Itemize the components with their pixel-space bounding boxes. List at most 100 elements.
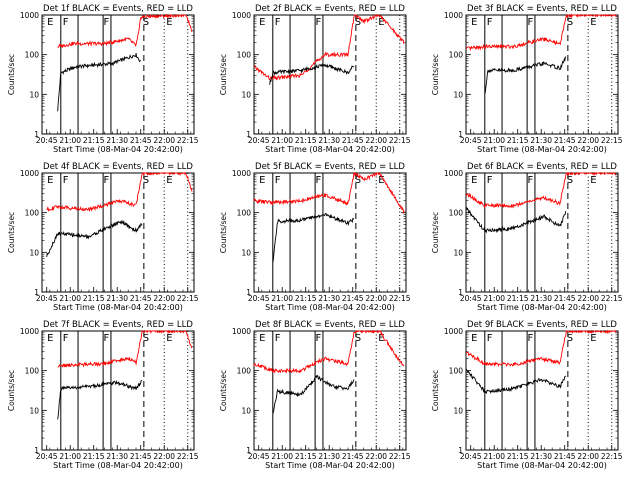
y-tick-label: 1000	[232, 169, 251, 178]
marker-letter: E	[590, 17, 596, 28]
y-tick-label: 1	[34, 446, 39, 455]
panel-title: Det 3f BLACK = Events, RED = LLD	[467, 4, 617, 14]
y-tick-label: 1000	[20, 169, 39, 178]
marker-letter: S	[143, 175, 149, 186]
marker-letter: F	[63, 333, 69, 344]
plot-frame	[253, 172, 407, 293]
y-tick-label: 1000	[444, 327, 463, 336]
x-tick-label: 21:30	[106, 452, 128, 461]
y-tick-label: 100	[25, 367, 40, 376]
x-tick-label: 21:15	[507, 136, 529, 145]
y-tick-label: 1	[246, 130, 251, 139]
x-tick-label: 21:00	[59, 136, 81, 145]
lld-series-line	[253, 329, 405, 374]
x-tick-label: 21:45	[554, 294, 576, 303]
x-axis-label: Start Time (08-Mar-04 20:42:00)	[53, 145, 183, 154]
y-tick-label: 10	[453, 248, 463, 257]
x-tick-label: 22:15	[601, 452, 623, 461]
marker-letter: E	[47, 175, 53, 186]
y-axis-label: Counts/sec	[7, 54, 16, 95]
x-tick-label: 21:45	[130, 294, 152, 303]
panel-1: Det 1f BLACK = Events, RED = LLD 1 10 100 10…	[7, 4, 199, 154]
marker-letter: F	[528, 333, 534, 344]
x-tick-label: 21:30	[530, 452, 552, 461]
events-series-line	[484, 56, 567, 95]
y-tick-label: 10	[29, 248, 39, 257]
x-tick-label: 20:45	[248, 294, 270, 303]
events-series-line	[272, 374, 355, 414]
plot-frame	[465, 14, 619, 135]
x-tick-label: 20:45	[248, 452, 270, 461]
x-axis-label: Start Time (08-Mar-04 20:42:00)	[265, 461, 395, 470]
panel-9: Det 9f BLACK = Events, RED = LLD 1 10 100 10…	[431, 320, 623, 470]
marker-letter: E	[378, 333, 384, 344]
x-tick-label: 21:45	[554, 452, 576, 461]
lld-series-line	[253, 171, 405, 215]
x-tick-label: 22:15	[601, 136, 623, 145]
x-tick-label: 21:15	[295, 136, 317, 145]
y-tick-label: 100	[237, 51, 252, 60]
x-axis-label: Start Time (08-Mar-04 20:42:00)	[53, 461, 183, 470]
x-tick-label: 22:00	[577, 452, 599, 461]
x-tick-label: 21:15	[507, 452, 529, 461]
lld-series-line	[46, 171, 193, 213]
x-tick-label: 20:45	[460, 452, 482, 461]
marker-letter: E	[471, 17, 477, 28]
x-tick-label: 21:30	[106, 136, 128, 145]
panel-title: Det 7f BLACK = Events, RED = LLD	[43, 320, 193, 330]
y-tick-label: 10	[241, 90, 251, 99]
marker-letter: S	[567, 175, 573, 186]
marker-letter: E	[166, 17, 172, 28]
x-tick-label: 22:00	[365, 452, 387, 461]
y-tick-label: 100	[237, 367, 252, 376]
x-tick-label: 22:15	[177, 452, 199, 461]
x-tick-label: 20:45	[460, 294, 482, 303]
marker-letter: F	[528, 17, 534, 28]
lld-series-line	[57, 13, 193, 49]
marker-letter: E	[378, 17, 384, 28]
marker-letter: E	[259, 175, 265, 186]
y-tick-label: 10	[241, 406, 251, 415]
marker-letter: F	[63, 175, 69, 186]
marker-letter: F	[104, 175, 110, 186]
panel-4: Det 4f BLACK = Events, RED = LLD 1 10 100 10…	[7, 162, 199, 312]
marker-letter: E	[166, 333, 172, 344]
x-tick-label: 21:00	[271, 452, 293, 461]
marker-letter: E	[590, 333, 596, 344]
x-tick-label: 21:00	[483, 452, 505, 461]
y-tick-label: 1000	[20, 11, 39, 20]
marker-letter: F	[63, 17, 69, 28]
y-tick-label: 100	[449, 51, 464, 60]
x-tick-label: 20:45	[460, 136, 482, 145]
y-axis-label: Counts/sec	[7, 212, 16, 253]
panel-title: Det 6f BLACK = Events, RED = LLD	[467, 162, 617, 172]
x-tick-label: 21:00	[483, 136, 505, 145]
x-tick-label: 21:45	[130, 136, 152, 145]
y-tick-label: 100	[449, 209, 464, 218]
x-axis-label: Start Time (08-Mar-04 20:42:00)	[477, 303, 607, 312]
x-tick-label: 21:30	[530, 136, 552, 145]
y-tick-label: 10	[241, 248, 251, 257]
x-tick-label: 21:15	[295, 294, 317, 303]
marker-letter: S	[355, 333, 361, 344]
x-tick-label: 21:00	[271, 294, 293, 303]
marker-letter: F	[275, 333, 281, 344]
x-tick-label: 21:45	[342, 136, 364, 145]
y-axis-label: Counts/sec	[7, 370, 16, 411]
y-tick-label: 1	[246, 288, 251, 297]
x-tick-label: 21:15	[83, 136, 105, 145]
marker-letter: S	[355, 17, 361, 28]
y-tick-label: 1	[246, 446, 251, 455]
x-tick-label: 20:45	[36, 452, 58, 461]
x-tick-label: 22:15	[389, 136, 411, 145]
y-tick-label: 100	[449, 367, 464, 376]
marker-letter: E	[166, 175, 172, 186]
x-tick-label: 21:15	[83, 452, 105, 461]
events-series-line	[465, 206, 567, 234]
x-tick-label: 21:45	[554, 136, 576, 145]
marker-letter: S	[567, 17, 573, 28]
panel-title: Det 4f BLACK = Events, RED = LLD	[43, 162, 193, 172]
x-tick-label: 21:30	[106, 294, 128, 303]
lld-series-line	[57, 329, 193, 369]
lld-series-line	[465, 329, 617, 368]
